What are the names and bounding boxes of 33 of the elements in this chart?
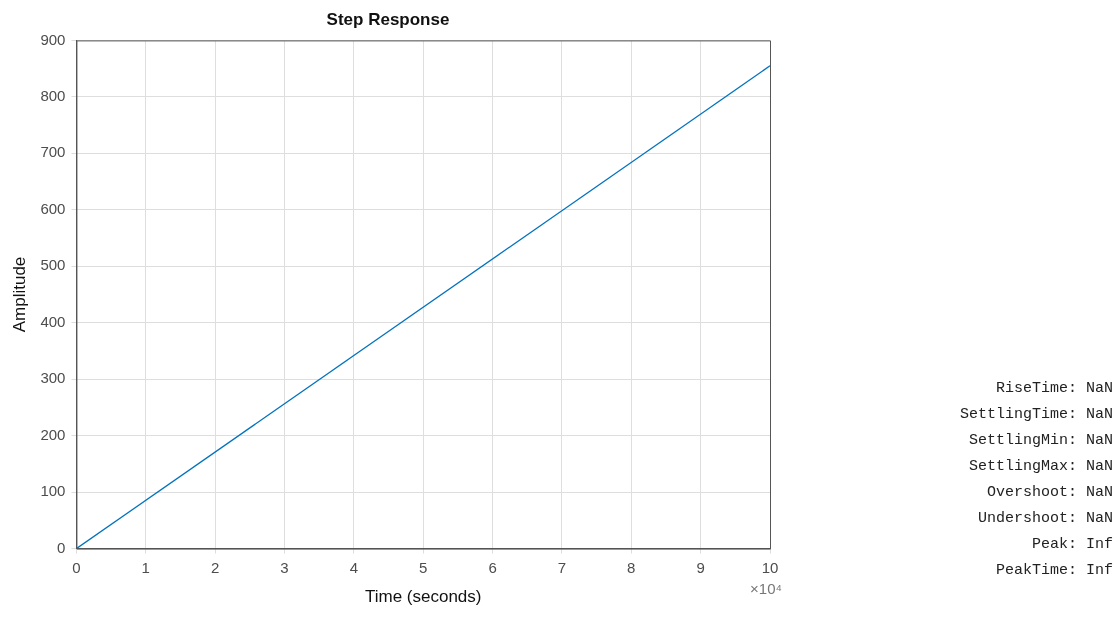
y-tick-label: 800	[40, 87, 66, 105]
x-tick-label: 4	[349, 558, 359, 576]
x-tick-label: 2	[210, 558, 220, 576]
x-tick-label: 10	[761, 558, 779, 576]
x-tick-label: 0	[72, 558, 81, 576]
y-tick-label: 600	[40, 199, 66, 217]
text: SettlingTime: NaN	[958, 405, 1113, 425]
y-tick-label: 200	[40, 425, 66, 443]
x-axis-title: Time (seconds)	[364, 587, 482, 607]
x-tick-label: 1	[141, 558, 150, 576]
text: RiseTime: NaN	[994, 379, 1113, 399]
text: Overshoot: NaN	[985, 483, 1113, 503]
y-tick-label: 100	[40, 482, 66, 500]
y-axis-title: Amplitude	[9, 256, 29, 333]
chart-title: Step Response	[326, 9, 450, 29]
x-tick-label: 3	[280, 558, 289, 576]
text: SettlingMin: NaN	[967, 431, 1113, 451]
text: PeakTime: Inf	[994, 561, 1113, 581]
y-tick-label: 900	[40, 30, 66, 48]
x-tick-label: 6	[488, 558, 497, 576]
x-tick-label: 9	[696, 558, 705, 576]
y-tick-label: 0	[57, 538, 66, 556]
x-tick-label: 8	[627, 558, 636, 576]
text: ×10⁴	[750, 580, 782, 598]
x-tick-label: 5	[419, 558, 428, 576]
y-tick-label: 700	[40, 143, 66, 161]
y-tick-label: 400	[40, 312, 66, 330]
y-tick-label: 300	[40, 369, 66, 387]
y-tick-label: 500	[40, 256, 66, 274]
x-tick-label: 7	[557, 558, 567, 576]
text: Undershoot: NaN	[976, 509, 1113, 529]
text: SettlingMax: NaN	[967, 457, 1113, 477]
text: Peak: Inf	[1031, 535, 1113, 555]
